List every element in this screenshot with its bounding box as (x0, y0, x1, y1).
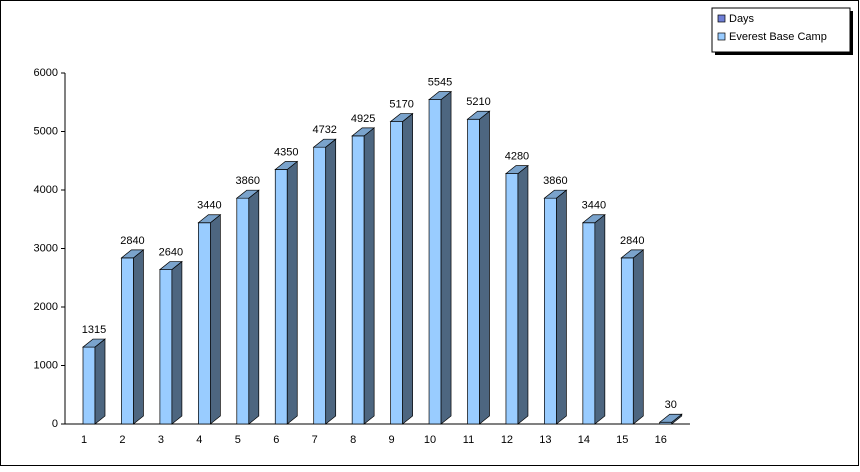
bar-top (543, 189, 568, 199)
legend-box (711, 7, 851, 53)
bar-side (363, 127, 375, 425)
data-label: 3440 (197, 200, 221, 212)
bar-side (248, 189, 260, 425)
y-tick-label: 3000 (34, 242, 58, 254)
legend-swatch (717, 32, 726, 41)
bar-top (428, 91, 453, 100)
data-label: 5170 (389, 98, 413, 110)
x-tick-label: 16 (655, 434, 667, 446)
bar-top (274, 161, 299, 170)
x-tick-label: 2 (119, 434, 125, 446)
x-tick-label: 11 (463, 434, 474, 446)
x-tick-label: 14 (578, 434, 590, 446)
y-tick-label: 4000 (34, 184, 58, 196)
data-label: 1315 (82, 324, 106, 336)
bar-front (121, 257, 134, 425)
legend-swatch (717, 14, 726, 23)
bar-side (171, 260, 183, 425)
bar-front (159, 269, 173, 425)
bar-front (467, 118, 480, 425)
bar-front (620, 257, 634, 425)
bar-top (312, 138, 337, 148)
y-tick-label: 2000 (34, 301, 58, 313)
legend-label: Days (729, 13, 755, 25)
x-tick-label: 8 (350, 434, 356, 446)
bar-front (390, 121, 403, 425)
x-tick-label: 7 (312, 434, 318, 446)
bar-side (632, 249, 644, 425)
bar-front (82, 346, 96, 425)
bar-top (235, 189, 260, 199)
x-tick-label: 3 (158, 434, 164, 446)
bar-top (158, 261, 183, 270)
bar-top (466, 110, 491, 120)
data-label: 4350 (274, 146, 298, 158)
bar-front (313, 146, 327, 425)
bar-side (210, 214, 221, 425)
bar-side (517, 164, 529, 425)
data-label: 4925 (351, 113, 375, 125)
data-label: 2840 (620, 235, 644, 247)
x-tick-label: 15 (616, 434, 628, 446)
x-tick-label: 4 (196, 434, 202, 446)
x-tick-label: 5 (235, 434, 241, 446)
data-label: 2640 (159, 246, 183, 258)
x-tick-label: 13 (539, 434, 551, 446)
data-label: 3860 (543, 175, 567, 187)
bar-top (389, 113, 414, 122)
y-tick-label: 0 (52, 418, 58, 430)
bar-side (594, 214, 606, 425)
bar-top (581, 214, 606, 224)
bar-side (556, 189, 567, 425)
bar-front (544, 197, 557, 425)
bar-front (428, 99, 442, 425)
x-tick-label: 1 (81, 434, 87, 446)
bar-side (94, 338, 106, 425)
bar-top (351, 127, 376, 137)
bar-top (82, 338, 106, 348)
y-tick-label: 5000 (34, 125, 58, 137)
data-label: 3860 (236, 175, 260, 187)
bar-front (351, 135, 365, 425)
bar-side (133, 249, 144, 425)
legend-label: Everest Base Camp (729, 31, 827, 43)
bar-top (658, 413, 683, 423)
data-label: 5210 (466, 96, 490, 108)
bar-front (582, 222, 596, 425)
x-tick-label: 6 (273, 434, 279, 446)
x-tick-label: 10 (424, 434, 436, 446)
bar-top (504, 165, 529, 174)
bar-side (479, 110, 490, 425)
bar-front (236, 197, 250, 425)
bar-side (286, 160, 298, 425)
y-tick-label: 6000 (34, 67, 58, 79)
data-label: 4732 (312, 124, 336, 136)
bar-side (440, 90, 452, 425)
data-label: 2840 (120, 235, 144, 247)
x-tick-label: 9 (389, 434, 395, 446)
data-label: 5545 (428, 77, 452, 89)
bar-side (325, 138, 337, 425)
data-label: 4280 (505, 151, 529, 163)
bar-front (198, 222, 211, 425)
bar-top (120, 249, 145, 259)
bar-top (197, 214, 222, 224)
y-tick-label: 1000 (34, 359, 58, 371)
bar-front (505, 173, 519, 425)
bar-side (402, 112, 413, 425)
bar-front (274, 169, 288, 425)
bar-top (620, 249, 645, 259)
data-label: 30 (665, 399, 677, 411)
data-label: 3440 (582, 200, 606, 212)
x-tick-label: 12 (501, 434, 513, 446)
